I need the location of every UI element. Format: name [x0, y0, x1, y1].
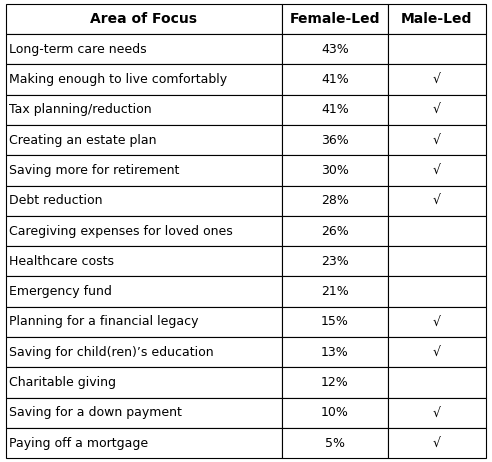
- Text: Healthcare costs: Healthcare costs: [9, 255, 114, 268]
- Text: √: √: [433, 407, 441, 419]
- Text: Female-Led: Female-Led: [290, 12, 380, 26]
- Text: Male-Led: Male-Led: [401, 12, 472, 26]
- Text: 41%: 41%: [321, 73, 349, 86]
- Text: Caregiving expenses for loved ones: Caregiving expenses for loved ones: [9, 225, 233, 237]
- Text: Saving for child(ren)’s education: Saving for child(ren)’s education: [9, 346, 214, 359]
- Text: Paying off a mortgage: Paying off a mortgage: [9, 437, 149, 450]
- Bar: [282, 34, 388, 64]
- Bar: [282, 186, 388, 216]
- Bar: [388, 186, 486, 216]
- Text: Planning for a financial legacy: Planning for a financial legacy: [9, 316, 199, 328]
- Text: 41%: 41%: [321, 103, 349, 116]
- Bar: [6, 216, 282, 246]
- Text: Area of Focus: Area of Focus: [91, 12, 197, 26]
- Text: 21%: 21%: [321, 285, 349, 298]
- Bar: [282, 95, 388, 125]
- Text: Long-term care needs: Long-term care needs: [9, 43, 147, 55]
- Bar: [282, 307, 388, 337]
- Text: Tax planning/reduction: Tax planning/reduction: [9, 103, 152, 116]
- Text: √: √: [433, 316, 441, 328]
- Text: 10%: 10%: [321, 407, 349, 419]
- Text: √: √: [433, 73, 441, 86]
- Bar: [388, 34, 486, 64]
- Bar: [6, 246, 282, 276]
- Bar: [388, 155, 486, 186]
- Text: Debt reduction: Debt reduction: [9, 194, 103, 207]
- Text: √: √: [433, 194, 441, 207]
- Bar: [388, 276, 486, 307]
- Text: 36%: 36%: [321, 134, 349, 146]
- Bar: [6, 186, 282, 216]
- Bar: [6, 398, 282, 428]
- Text: 15%: 15%: [321, 316, 349, 328]
- Bar: [282, 367, 388, 398]
- Text: 28%: 28%: [321, 194, 349, 207]
- Text: Charitable giving: Charitable giving: [9, 376, 116, 389]
- Text: √: √: [433, 164, 441, 177]
- Bar: [282, 155, 388, 186]
- Bar: [282, 276, 388, 307]
- Bar: [282, 4, 388, 34]
- Bar: [388, 125, 486, 155]
- Text: 30%: 30%: [321, 164, 349, 177]
- Bar: [282, 246, 388, 276]
- Bar: [388, 4, 486, 34]
- Bar: [6, 337, 282, 367]
- Bar: [282, 125, 388, 155]
- Bar: [388, 246, 486, 276]
- Text: √: √: [433, 346, 441, 359]
- Bar: [282, 216, 388, 246]
- Bar: [388, 398, 486, 428]
- Bar: [6, 95, 282, 125]
- Text: Emergency fund: Emergency fund: [9, 285, 112, 298]
- Bar: [388, 64, 486, 95]
- Text: Saving for a down payment: Saving for a down payment: [9, 407, 182, 419]
- Text: 23%: 23%: [321, 255, 349, 268]
- Bar: [6, 64, 282, 95]
- Text: 26%: 26%: [321, 225, 349, 237]
- Bar: [282, 398, 388, 428]
- Bar: [388, 216, 486, 246]
- Text: √: √: [433, 134, 441, 146]
- Bar: [388, 337, 486, 367]
- Bar: [388, 367, 486, 398]
- Text: Making enough to live comfortably: Making enough to live comfortably: [9, 73, 227, 86]
- Bar: [282, 428, 388, 458]
- Bar: [6, 276, 282, 307]
- Text: 5%: 5%: [325, 437, 345, 450]
- Text: √: √: [433, 437, 441, 450]
- Bar: [6, 307, 282, 337]
- Bar: [6, 125, 282, 155]
- Bar: [282, 64, 388, 95]
- Text: 12%: 12%: [321, 376, 349, 389]
- Bar: [282, 337, 388, 367]
- Bar: [388, 428, 486, 458]
- Bar: [6, 4, 282, 34]
- Text: 13%: 13%: [321, 346, 349, 359]
- Bar: [388, 95, 486, 125]
- Text: Creating an estate plan: Creating an estate plan: [9, 134, 157, 146]
- Bar: [6, 367, 282, 398]
- Bar: [6, 155, 282, 186]
- Text: Saving more for retirement: Saving more for retirement: [9, 164, 180, 177]
- Text: √: √: [433, 103, 441, 116]
- Bar: [6, 428, 282, 458]
- Bar: [388, 307, 486, 337]
- Bar: [6, 34, 282, 64]
- Text: 43%: 43%: [321, 43, 349, 55]
